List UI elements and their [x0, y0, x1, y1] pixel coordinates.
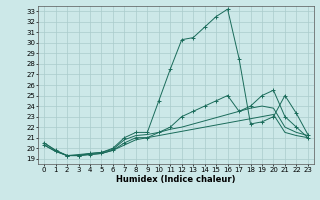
X-axis label: Humidex (Indice chaleur): Humidex (Indice chaleur): [116, 175, 236, 184]
